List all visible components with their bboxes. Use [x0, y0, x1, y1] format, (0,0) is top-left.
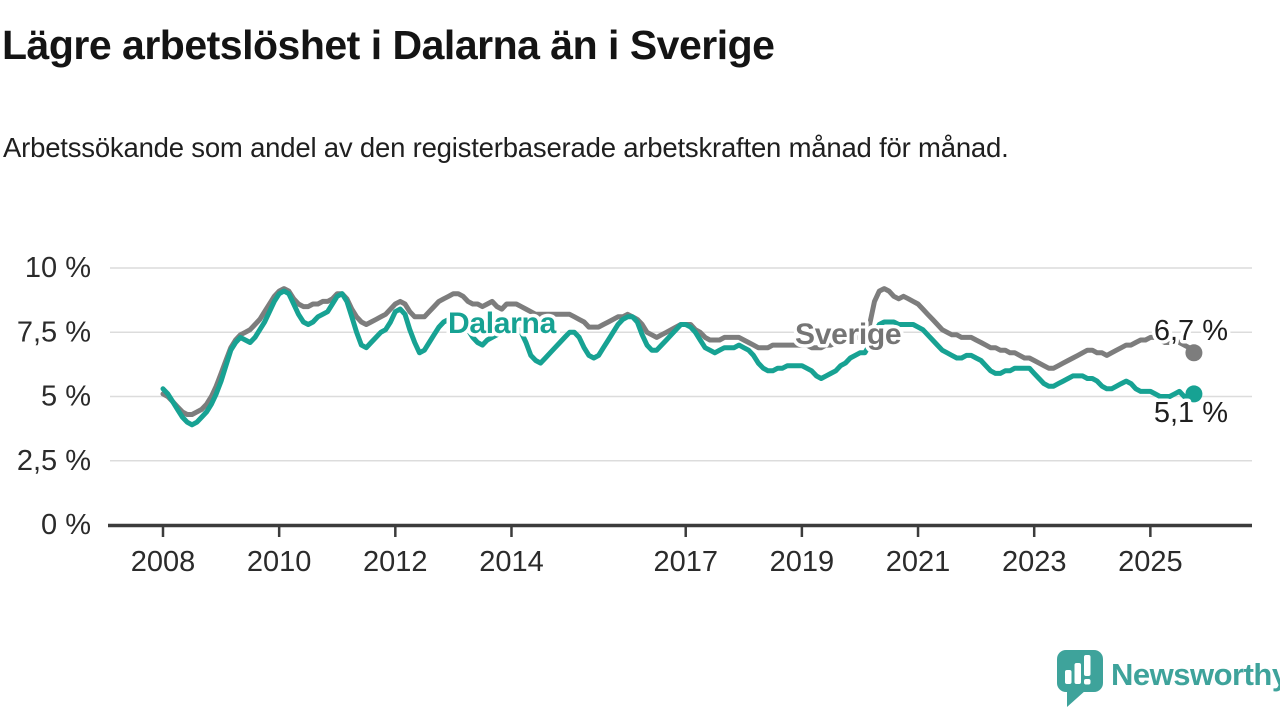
- chart-subtitle: Arbetssökande som andel av den registerb…: [3, 132, 1009, 163]
- x-axis-label: 2019: [770, 546, 835, 578]
- logo-bubble-tail: [1067, 690, 1086, 707]
- x-axis-label: 2010: [247, 546, 312, 578]
- y-axis-label: 0 %: [41, 509, 91, 541]
- unemployment-line-chart: 10 % 7,5 % 5 % 2,5 % 0 % 2008 2010 2012 2014 2017…: [17, 252, 1252, 578]
- x-axis-label: 2023: [1002, 546, 1067, 578]
- logo-exclamation-stem: [1084, 655, 1091, 676]
- x-axis-label: 2012: [363, 546, 428, 578]
- logo-exclamation-dot: [1084, 679, 1091, 685]
- x-axis-label: 2017: [653, 546, 718, 578]
- y-axis-label: 7,5 %: [17, 316, 91, 348]
- y-axis-label: 10 %: [25, 252, 91, 284]
- x-axis-label: 2021: [886, 546, 951, 578]
- newsworthy-logo: Newsworthy: [1057, 650, 1280, 707]
- dalarna-series-label: Dalarna: [448, 307, 557, 340]
- dalarna-line: [160, 288, 1197, 428]
- logo-bar-1: [1065, 670, 1072, 684]
- sverige-series-label: Sverige: [795, 318, 901, 351]
- x-axis-label: 2014: [479, 546, 544, 578]
- x-axis-label: 2008: [131, 546, 196, 578]
- x-axis-label: 2025: [1118, 546, 1183, 578]
- logo-bar-2: [1074, 663, 1081, 684]
- sverige-end-dot: [1185, 344, 1203, 362]
- newsworthy-logo-icon: [1057, 650, 1103, 707]
- y-axis-label: 5 %: [41, 381, 91, 413]
- sverige-end-value-label: 6,7 %: [1154, 315, 1228, 347]
- y-axis-label: 2,5 %: [17, 445, 91, 477]
- dalarna-end-value-label: 5,1 %: [1154, 397, 1228, 429]
- sverige-line: [160, 286, 1197, 417]
- chart-title: Lägre arbetslöshet i Dalarna än i Sverig…: [2, 22, 775, 68]
- newsworthy-logo-text: Newsworthy: [1111, 657, 1280, 692]
- dalarna-end-dot: [1185, 385, 1203, 403]
